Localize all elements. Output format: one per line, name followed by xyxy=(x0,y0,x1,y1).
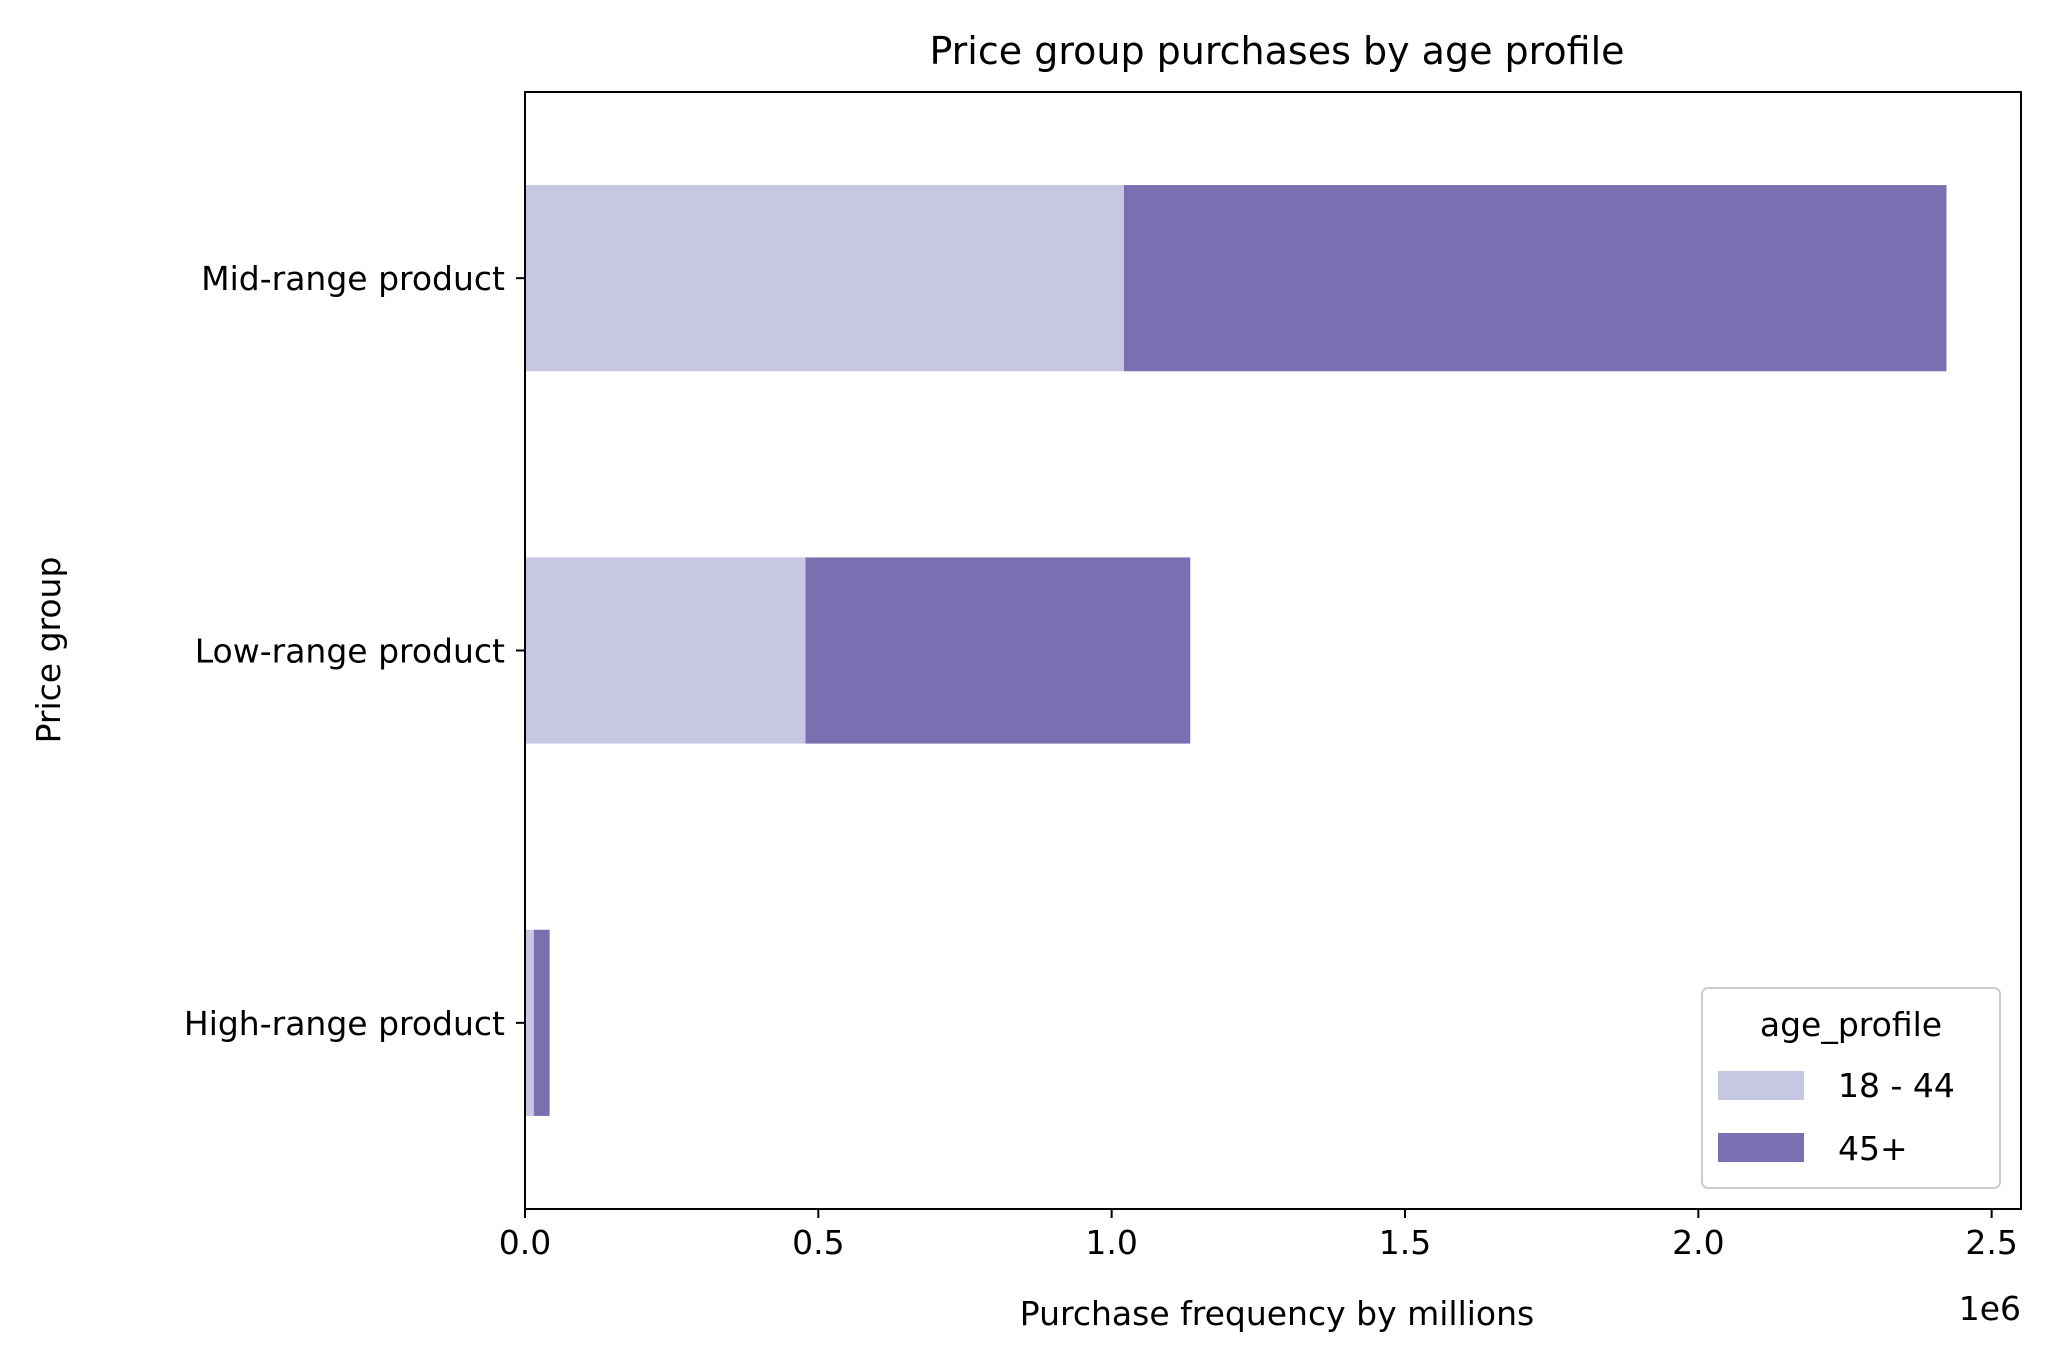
legend-title: age_profile xyxy=(1760,1005,1942,1044)
y-tick-label-low-range-product: Low-range product xyxy=(195,632,505,671)
chart-title: Price group purchases by age profile xyxy=(929,29,1624,73)
bars-layer xyxy=(525,185,1947,1116)
legend-label-18-44: 18 - 44 xyxy=(1838,1066,1955,1105)
x-tick-label: 2.5 xyxy=(1965,1223,2017,1262)
y-tick-label-high-range-product: High-range product xyxy=(184,1004,505,1043)
bar-low-range-product-18-44 xyxy=(525,557,806,744)
plot-frame xyxy=(524,91,2022,1210)
y-ticks-layer: High-range product Low-range product Mid-r… xyxy=(184,259,525,1043)
legend-swatch-18-44 xyxy=(1718,1071,1804,1100)
legend-swatch-45-plus xyxy=(1718,1133,1804,1162)
x-ticks-layer: 0.0 0.5 1.0 1.5 2.0 2.5 xyxy=(499,1209,2018,1262)
y-axis-label: Price group xyxy=(29,557,68,744)
bar-high-range-product-18-44 xyxy=(525,929,534,1116)
bar-low-range-product-45-plus xyxy=(805,557,1191,744)
x-tick-label: 2.0 xyxy=(1672,1223,1724,1262)
x-axis-label: Purchase frequency by millions xyxy=(1020,1294,1534,1333)
legend: age_profile 18 - 44 45+ xyxy=(1701,987,2001,1189)
x-tick-label: 0.5 xyxy=(792,1223,844,1262)
bar-mid-range-product-45-plus xyxy=(1123,185,1947,372)
x-tick-label: 0.0 xyxy=(499,1223,551,1262)
legend-label-45-plus: 45+ xyxy=(1838,1129,1908,1168)
x-tick-label: 1.0 xyxy=(1085,1223,1137,1262)
x-tick-label: 1.5 xyxy=(1379,1223,1431,1262)
y-tick-label-mid-range-product: Mid-range product xyxy=(201,259,505,298)
x-axis-offset-label: 1e6 xyxy=(1959,1289,2021,1328)
bar-high-range-product-45-plus xyxy=(533,929,550,1116)
bar-mid-range-product-18-44 xyxy=(525,185,1124,372)
